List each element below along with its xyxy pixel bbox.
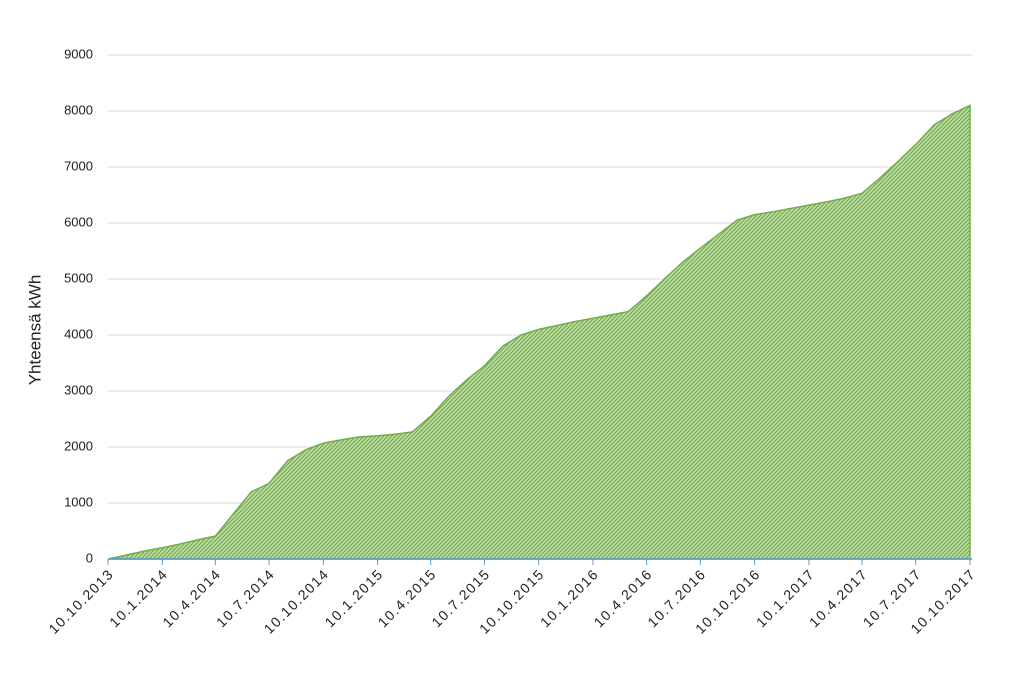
y-tick-label: 1000	[64, 494, 93, 509]
y-axis-label: Yhteensä kWh	[25, 275, 44, 386]
y-tick-label: 4000	[64, 326, 93, 341]
x-tick-label: 10.10.2013	[45, 565, 116, 636]
y-tick-label: 5000	[64, 270, 93, 285]
y-tick-label: 0	[86, 550, 93, 565]
y-tick-label: 8000	[64, 102, 93, 117]
area	[107, 104, 971, 560]
y-tick-label: 6000	[64, 214, 93, 229]
y-tick-label: 7000	[64, 158, 93, 173]
y-tick-label: 2000	[64, 438, 93, 453]
y-tick-label: 3000	[64, 382, 93, 397]
y-tick-label: 9000	[64, 46, 93, 61]
